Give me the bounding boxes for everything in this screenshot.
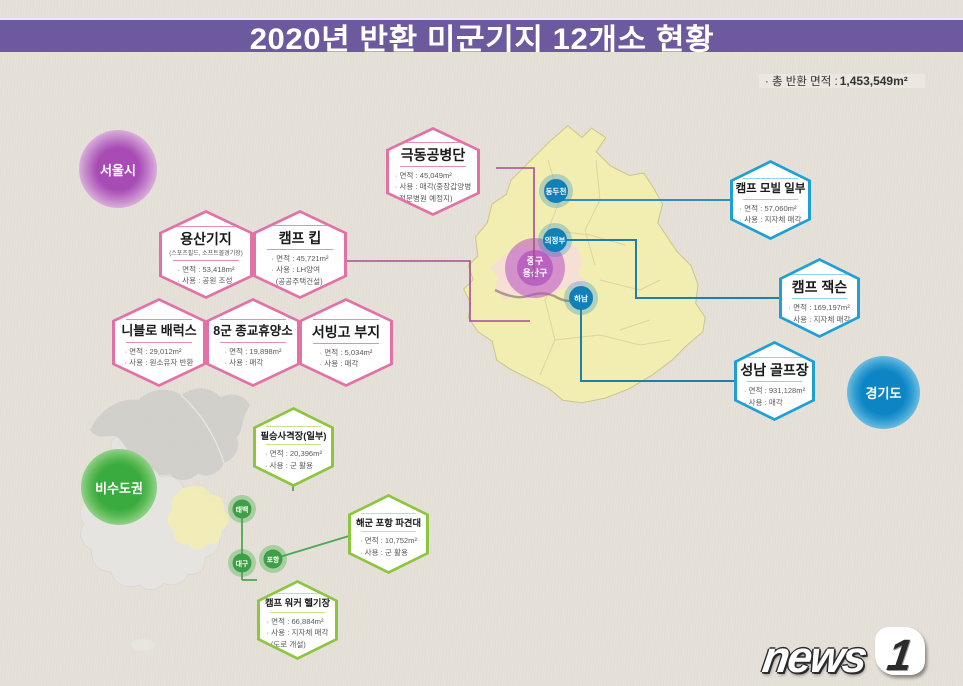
- svg-text:하남: 하남: [574, 293, 588, 303]
- svg-text:태백: 태백: [236, 505, 249, 514]
- svg-text:중구: 중구: [527, 256, 544, 266]
- svg-text:동두천: 동두천: [546, 186, 567, 196]
- svg-text:대구: 대구: [236, 559, 249, 568]
- svg-text:포항: 포항: [267, 555, 280, 564]
- svg-text:의정부: 의정부: [545, 235, 566, 245]
- svg-text:용산구: 용산구: [523, 267, 548, 278]
